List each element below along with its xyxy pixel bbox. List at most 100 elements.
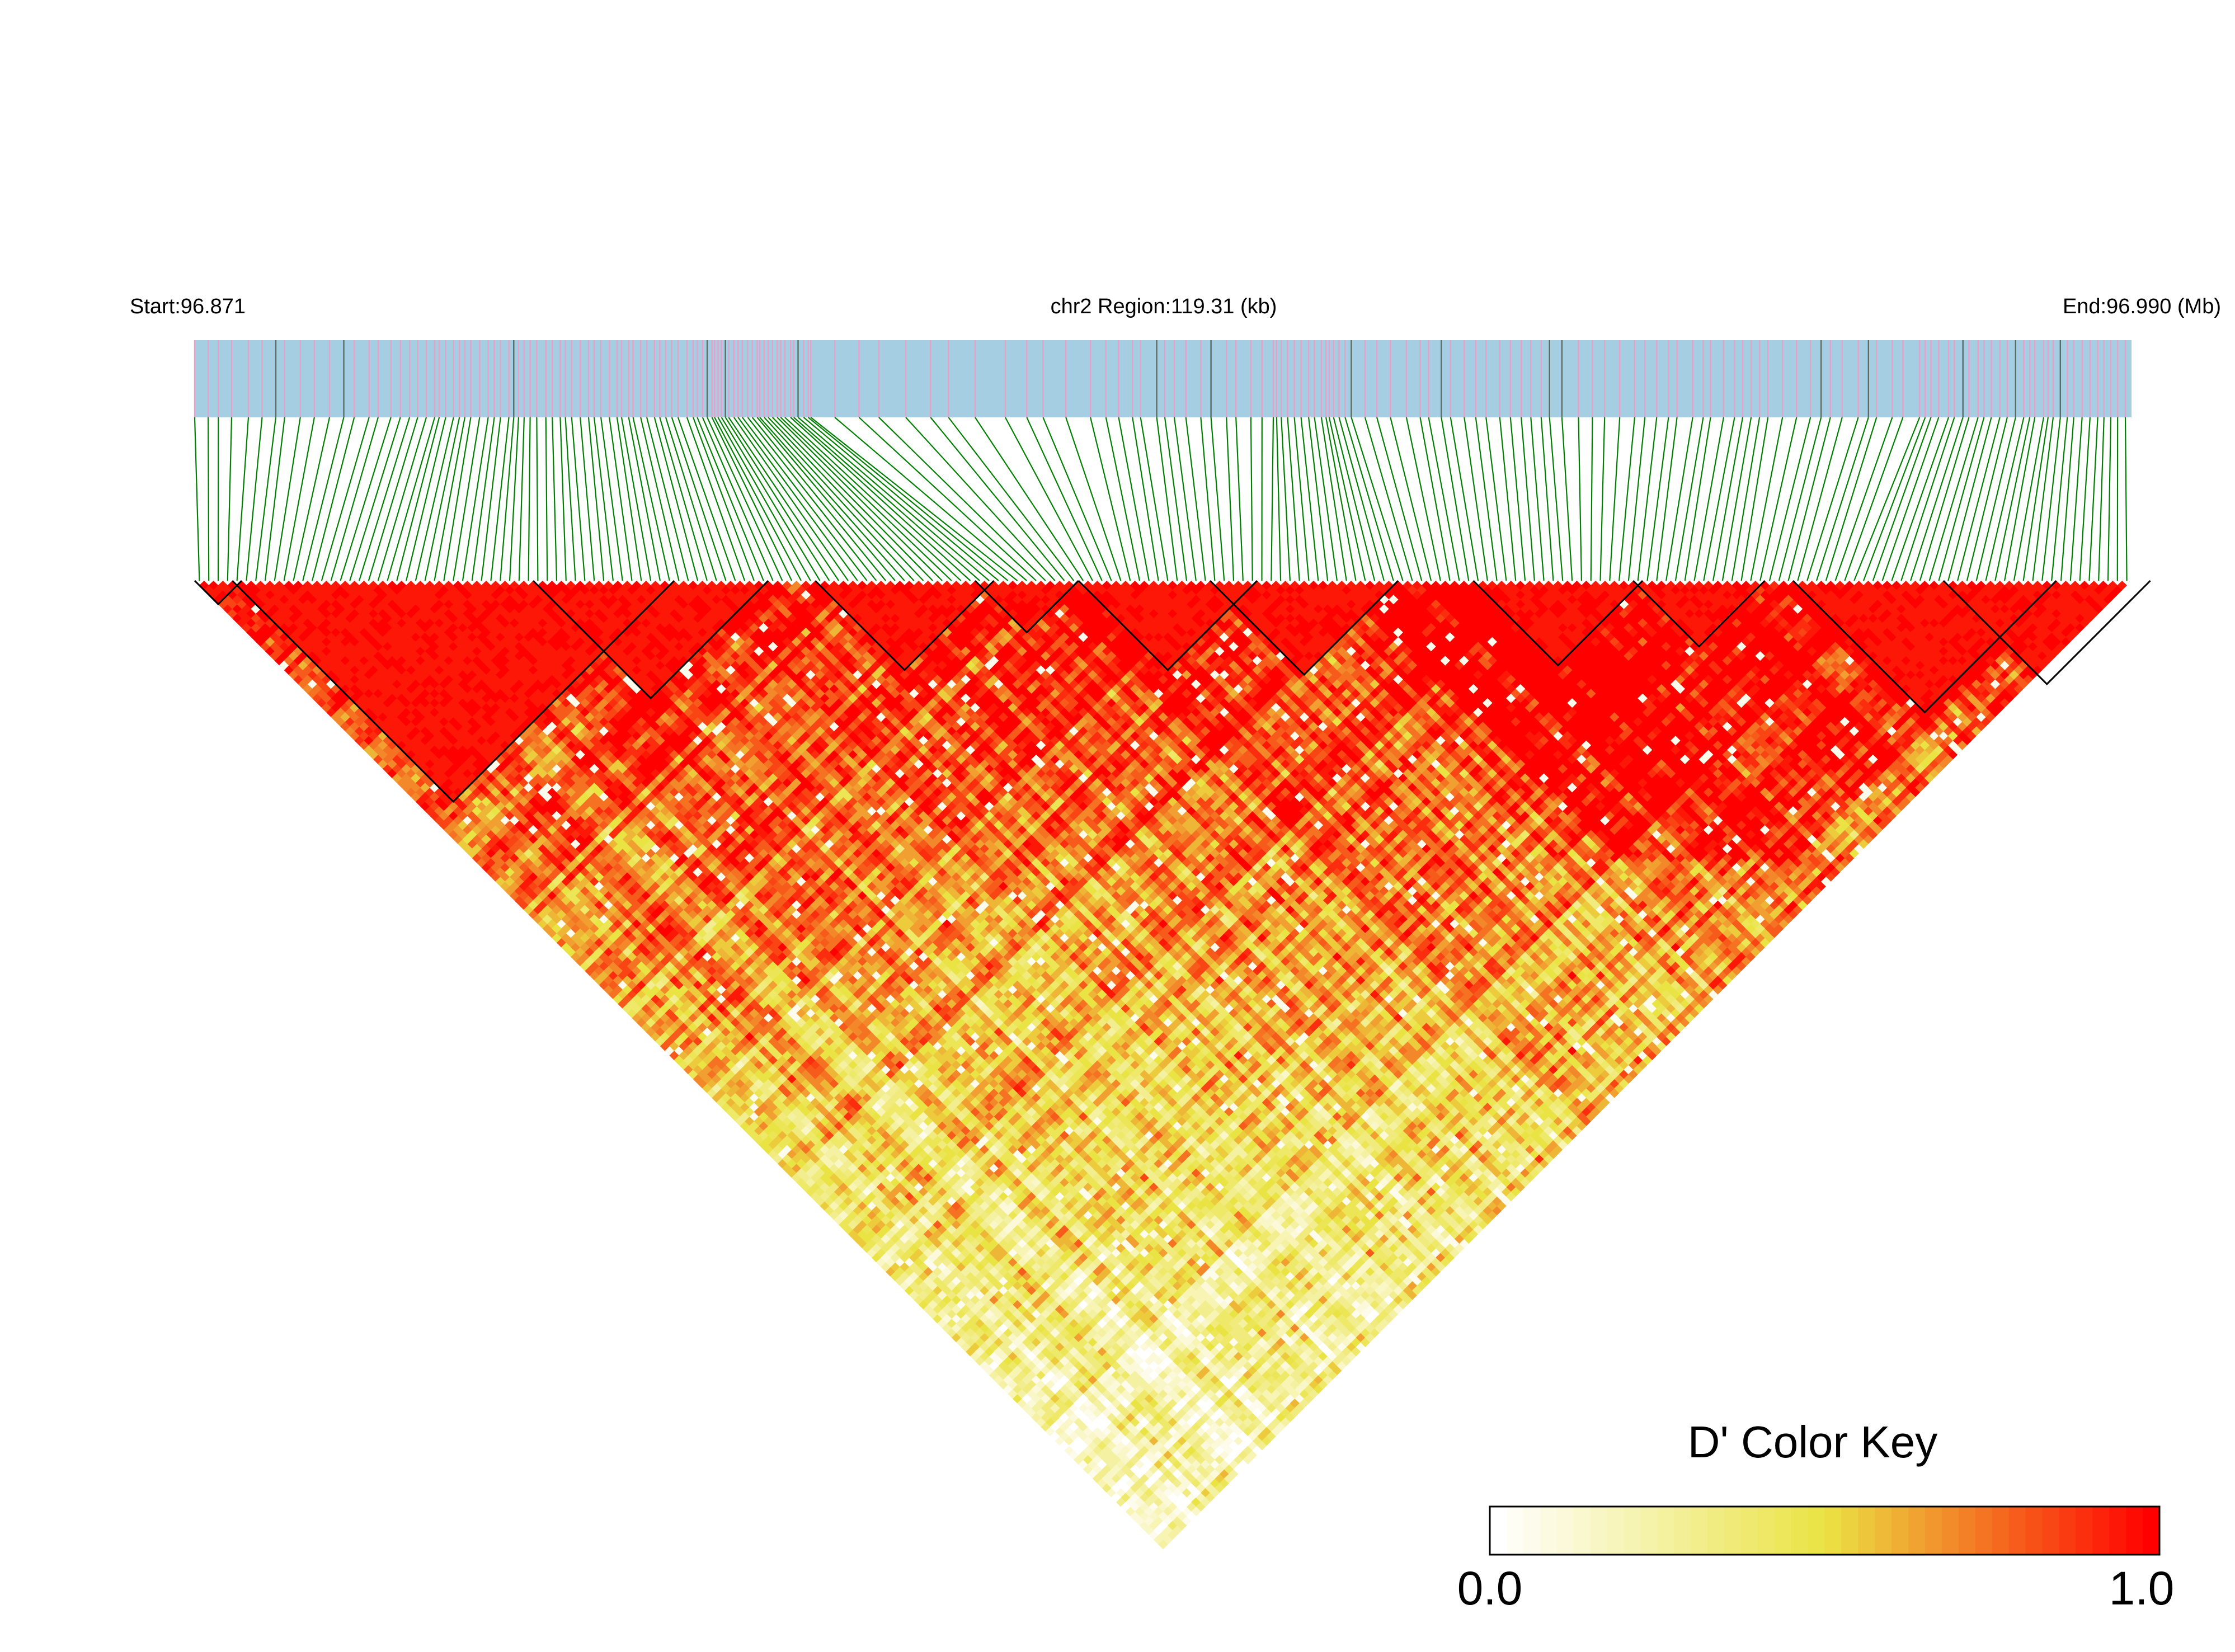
snp-connector [396, 417, 440, 581]
snp-connector [1674, 417, 1704, 581]
snp-connector [2032, 417, 2054, 581]
snp-connector [742, 417, 868, 581]
snp-connector [1132, 417, 1159, 581]
snp-connector [1947, 417, 1992, 581]
snp-connector [1844, 417, 1904, 581]
color-key-step [1573, 1507, 1591, 1555]
ld-block-outline [815, 580, 995, 671]
snp-connector [702, 417, 774, 581]
snp-connector [1721, 417, 1752, 581]
snp-connector [302, 417, 345, 581]
ld-block-outline [1209, 580, 1399, 676]
ld-cell-group [293, 581, 2024, 1338]
snp-connector [1428, 417, 1460, 581]
snp-connector [434, 417, 465, 581]
snp-connector [349, 417, 401, 581]
color-key-step [1908, 1507, 1926, 1555]
snp-connector [974, 417, 1084, 581]
color-key-step [1891, 1507, 1909, 1555]
snp-connector [677, 417, 736, 581]
snp-connector [1042, 417, 1112, 581]
snp-connector [330, 417, 379, 581]
snp-connector [1450, 417, 1479, 581]
snp-connector [1090, 417, 1131, 581]
snp-connector [1320, 417, 1347, 581]
snp-connector [790, 417, 971, 581]
snp-connector [1293, 417, 1310, 581]
snp-connector [528, 417, 531, 581]
snp-connector [728, 417, 840, 581]
snp-connector [1328, 417, 1366, 581]
snp-connector [2060, 417, 2074, 581]
snp-connector [1376, 417, 1423, 581]
color-key-step [2109, 1507, 2126, 1555]
color-key-step [1674, 1507, 1691, 1555]
snp-connector [1173, 417, 1197, 581]
snp-connector [737, 417, 858, 581]
snp-connector [1026, 417, 1103, 581]
ld-cell-group [293, 590, 2029, 1277]
snp-connector [784, 417, 962, 581]
snp-connector [1966, 417, 2008, 581]
region-start-label: Start:96.871 [130, 295, 246, 318]
snp-connector [2124, 417, 2128, 581]
color-key-step [1774, 1507, 1792, 1555]
snp-connector [415, 417, 454, 581]
snp-connector [1740, 417, 1769, 581]
snp-connector [717, 417, 811, 581]
snp-connector [1364, 417, 1413, 581]
color-key-step [2092, 1507, 2110, 1555]
snp-connector [564, 417, 576, 581]
region-end-label: End:96.990 (Mb) [2063, 295, 2221, 318]
color-key-step [1624, 1507, 1641, 1555]
snp-connector [780, 417, 952, 581]
snp-connector [1900, 417, 1955, 581]
snp-connector [768, 417, 924, 581]
snp-connector [264, 417, 285, 581]
snp-connector [1390, 417, 1432, 581]
snp-connector [777, 417, 943, 581]
snp-connector [1105, 417, 1141, 581]
snp-connector [1140, 417, 1169, 581]
ld-cell-group [711, 943, 1648, 1550]
snp-connector [1618, 417, 1635, 581]
color-key-step [1858, 1507, 1875, 1555]
snp-connector [1540, 417, 1554, 581]
color-key-step [1992, 1507, 2010, 1555]
snp-connector [747, 417, 877, 581]
ld-cell-group [232, 581, 2019, 1164]
snp-connector [764, 417, 915, 581]
snp-connector [227, 417, 233, 581]
snp-connector [406, 417, 446, 581]
snp-tick-marks [194, 340, 2126, 417]
snp-connector [2079, 417, 2091, 581]
snp-connector [2107, 417, 2112, 581]
snp-connector [2041, 417, 2061, 581]
snp-connector [1118, 417, 1150, 581]
snp-connector [1300, 417, 1319, 581]
ld-cell-group [265, 609, 2015, 1385]
color-key-title: D' Color Key [1688, 1417, 1938, 1467]
snp-connector [443, 417, 472, 581]
snp-connector [462, 417, 489, 581]
ld-block-outline [974, 580, 1079, 634]
snp-connector [453, 417, 481, 581]
snp-connector [1919, 417, 1970, 581]
snp-connector [1731, 417, 1761, 581]
snp-connector [283, 417, 315, 581]
snp-connector [1441, 417, 1470, 581]
snp-connector [1405, 417, 1441, 581]
ld-block-outlines [194, 580, 2151, 803]
snp-connector [1530, 417, 1545, 581]
ld-block-outline [194, 580, 243, 606]
snp-connector [552, 417, 558, 581]
color-key-step [1707, 1507, 1725, 1555]
color-key-step [2042, 1507, 2060, 1555]
ld-cell-group [204, 581, 2128, 1094]
snp-connector [1509, 417, 1526, 581]
snp-connector [1276, 417, 1282, 581]
snp-connector [1590, 417, 1593, 581]
snp-connector [1910, 417, 1964, 581]
snp-connector [1938, 417, 1985, 581]
snp-connector [810, 417, 1018, 581]
